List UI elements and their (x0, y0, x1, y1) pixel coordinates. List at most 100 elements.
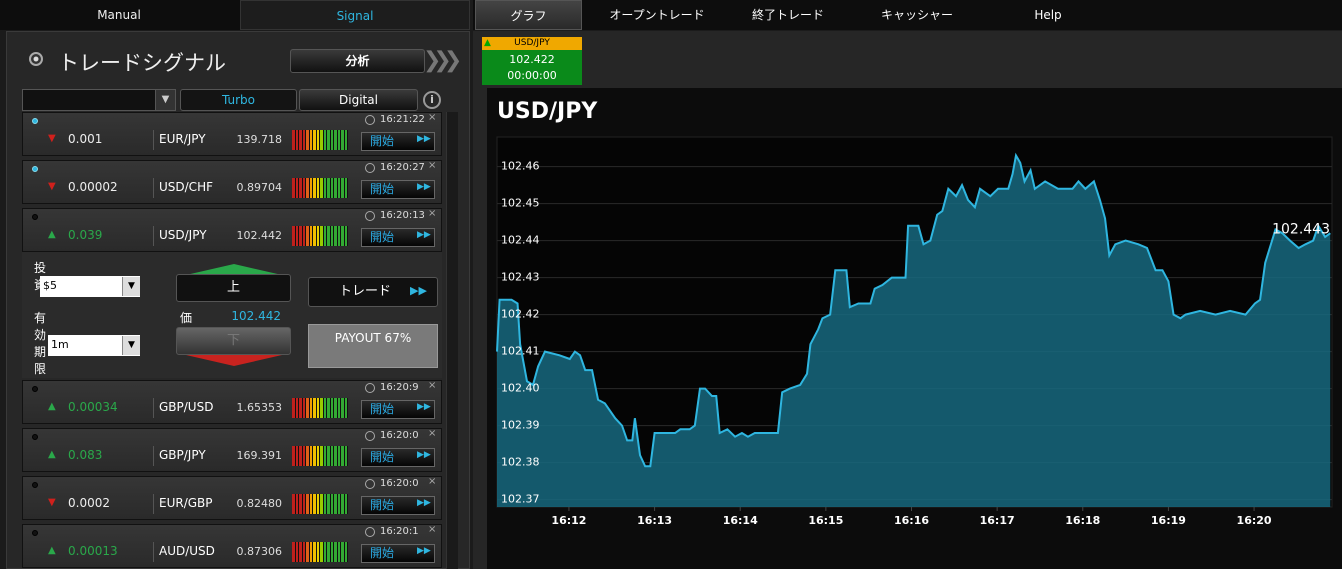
signal-time: 16:20:0 (380, 430, 419, 441)
filter-turbo[interactable]: Turbo (180, 89, 297, 111)
amount-select[interactable]: $5 (40, 276, 140, 297)
close-x[interactable]: × (428, 208, 437, 219)
meter-bar (330, 494, 333, 514)
nav-right-bar (473, 0, 1342, 30)
dropdown-arrow[interactable]: ▼ (155, 89, 176, 111)
signal-pair: GBP/JPY (159, 448, 206, 462)
divider (153, 178, 154, 198)
meter-bar (341, 494, 344, 514)
meter-bar (327, 178, 330, 198)
start-button[interactable]: 開始 (361, 132, 435, 151)
meter-bar (309, 494, 312, 514)
meter-bar (295, 130, 298, 150)
x-tick-label: 16:20 (1237, 514, 1272, 527)
signal-price: 0.89704 (236, 181, 283, 194)
nav-graph[interactable]: グラフ (475, 0, 582, 30)
status-dot (32, 482, 38, 488)
meter-bar (302, 130, 305, 150)
meter-bar (320, 226, 323, 246)
meter-bar (330, 178, 333, 198)
close-x[interactable]: × (428, 524, 437, 535)
strength-meter (292, 398, 348, 418)
analyze-button[interactable]: 分析 (290, 49, 425, 73)
trade-button[interactable]: トレード (308, 277, 438, 307)
ticker-pair[interactable]: ▲ USD/JPY (482, 37, 582, 50)
meter-bar (313, 446, 316, 466)
direction-arrow: ▲ (48, 401, 56, 412)
close-x[interactable]: × (428, 160, 437, 171)
meter-bar (299, 446, 302, 466)
close-x[interactable]: × (428, 112, 437, 123)
start-button[interactable]: 開始 (361, 400, 435, 419)
strength-meter (292, 494, 348, 514)
meter-bar (302, 542, 305, 562)
meter-bar (292, 494, 295, 514)
direction-arrow: ▲ (48, 545, 56, 556)
nav-closed-trades[interactable]: 終了トレード (751, 8, 824, 22)
x-tick-label: 16:15 (808, 514, 843, 527)
expiry-arrow[interactable]: ▼ (122, 336, 140, 355)
meter-bar (330, 446, 333, 466)
nav-manual[interactable]: Manual (97, 8, 141, 22)
meter-bar (316, 226, 319, 246)
direction-arrow: ▼ (48, 497, 56, 508)
meter-bar (320, 398, 323, 418)
meter-bar (320, 178, 323, 198)
status-dot (32, 118, 38, 124)
amount-arrow[interactable]: ▼ (122, 277, 140, 296)
meter-bar (313, 178, 316, 198)
start-arrows: ▶▶ (417, 134, 431, 144)
nav-cashier[interactable]: キャッシャー (880, 8, 953, 22)
signal-pair: EUR/JPY (159, 132, 206, 146)
filter-digital[interactable]: Digital (299, 89, 418, 111)
start-button[interactable]: 開始 (361, 180, 435, 199)
ticker-box[interactable]: 102.422 00:00:00 (482, 50, 582, 85)
nav-open-trades[interactable]: オープントレード (609, 8, 705, 22)
meter-bar (323, 398, 326, 418)
up-button[interactable]: 上 (176, 274, 291, 302)
signal-pair: AUD/USD (159, 544, 215, 558)
close-x[interactable]: × (428, 476, 437, 487)
signal-price: 0.87306 (236, 545, 283, 558)
status-dot (32, 530, 38, 536)
meter-bar (344, 178, 347, 198)
meter-bar (323, 446, 326, 466)
meter-bar (302, 494, 305, 514)
down-button[interactable]: 下 (176, 327, 291, 355)
meter-bar (295, 542, 298, 562)
signal-time: 16:20:1 (380, 526, 419, 537)
clock-icon (365, 115, 375, 125)
close-x[interactable]: × (428, 380, 437, 391)
nav-signal[interactable]: Signal (240, 0, 470, 30)
nav-help[interactable]: Help (1034, 8, 1062, 22)
info-icon[interactable]: i (423, 91, 441, 109)
meter-bar (320, 494, 323, 514)
y-tick-label: 102.46 (501, 160, 540, 173)
start-button[interactable]: 開始 (361, 228, 435, 247)
clock-icon (365, 479, 375, 489)
meter-bar (313, 130, 316, 150)
meter-bar (292, 542, 295, 562)
expiry-select[interactable]: 1m (48, 335, 140, 356)
meter-bar (306, 542, 309, 562)
divider (153, 446, 154, 466)
meter-bar (334, 494, 337, 514)
meter-bar (330, 226, 333, 246)
status-dot (32, 214, 38, 220)
close-x[interactable]: × (428, 428, 437, 439)
start-button[interactable]: 開始 (361, 544, 435, 563)
meter-bar (334, 446, 337, 466)
start-button[interactable]: 開始 (361, 496, 435, 515)
y-tick-label: 102.37 (501, 493, 540, 506)
meter-bar (295, 446, 298, 466)
scrollbar (446, 112, 458, 569)
meter-bar (302, 178, 305, 198)
x-tick-label: 16:14 (723, 514, 758, 527)
meter-bar (344, 130, 347, 150)
meter-bar (334, 178, 337, 198)
meter-bar (306, 178, 309, 198)
meter-bar (316, 446, 319, 466)
start-button[interactable]: 開始 (361, 448, 435, 467)
